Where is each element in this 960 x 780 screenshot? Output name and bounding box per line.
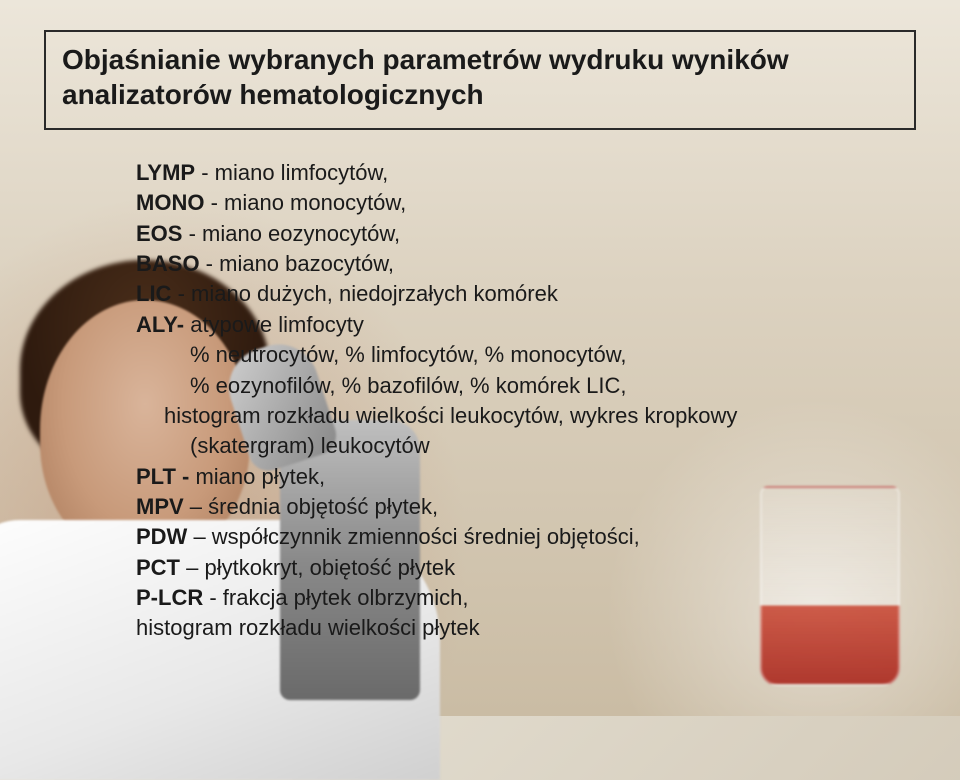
desc-mono: - miano monocytów, — [204, 190, 406, 215]
line-pct: PCT – płytkokryt, obiętość płytek — [136, 553, 916, 583]
line-baso: BASO - miano bazocytów, — [136, 249, 916, 279]
desc-aly: atypowe limfocyty — [184, 312, 364, 337]
last-line: histogram rozkładu wielkości płytek — [136, 613, 916, 643]
desc-baso: - miano bazocytów, — [200, 251, 394, 276]
line-eos: EOS - miano eozynocytów, — [136, 219, 916, 249]
desc-plt: miano płytek, — [195, 464, 325, 489]
line-mpv: MPV – średnia objętość płytek, — [136, 492, 916, 522]
title-line-2: analizatorów hematologicznych — [62, 79, 484, 110]
desc-eos: - miano eozynocytów, — [182, 221, 400, 246]
line-mono: MONO - miano monocytów, — [136, 188, 916, 218]
line-lic: LIC - miano dużych, niedojrzałych komóre… — [136, 279, 916, 309]
desc-plcr: - frakcja płytek olbrzymich, — [203, 585, 468, 610]
label-plt: PLT - — [136, 464, 195, 489]
label-mono: MONO — [136, 190, 204, 215]
desc-lic: - miano dużych, niedojrzałych komórek — [171, 281, 557, 306]
line-aly: ALY- atypowe limfocyty — [136, 310, 916, 340]
title-box: Objaśnianie wybranych parametrów wydruku… — [44, 30, 916, 130]
label-pdw: PDW — [136, 524, 187, 549]
line-plcr: P-LCR - frakcja płytek olbrzymich, — [136, 583, 916, 613]
desc-pct: – płytkokryt, obiętość płytek — [180, 555, 455, 580]
histogram-line: histogram rozkładu wielkości leukocytów,… — [136, 401, 916, 431]
slide-title: Objaśnianie wybranych parametrów wydruku… — [62, 42, 898, 112]
label-eos: EOS — [136, 221, 182, 246]
slide-content: Objaśnianie wybranych parametrów wydruku… — [0, 0, 960, 644]
desc-mpv: – średnia objętość płytek, — [184, 494, 438, 519]
label-plcr: P-LCR — [136, 585, 203, 610]
desc-lymp: - miano limfocytów, — [195, 160, 388, 185]
percent-line-2: % eozynofilów, % bazofilów, % komórek LI… — [136, 371, 916, 401]
label-pct: PCT — [136, 555, 180, 580]
label-aly: ALY- — [136, 312, 184, 337]
histogram-cont: (skatergram) leukocytów — [136, 431, 916, 461]
body-text: LYMP - miano limfocytów, MONO - miano mo… — [44, 158, 916, 644]
line-plt: PLT - miano płytek, — [136, 462, 916, 492]
line-lymp: LYMP - miano limfocytów, — [136, 158, 916, 188]
desc-pdw: – współczynnik zmienności średniej objęt… — [187, 524, 639, 549]
line-pdw: PDW – współczynnik zmienności średniej o… — [136, 522, 916, 552]
label-lymp: LYMP — [136, 160, 195, 185]
title-line-1: Objaśnianie wybranych parametrów wydruku… — [62, 44, 789, 75]
label-lic: LIC — [136, 281, 171, 306]
label-baso: BASO — [136, 251, 200, 276]
percent-line-1: % neutrocytów, % limfocytów, % monocytów… — [136, 340, 916, 370]
label-mpv: MPV — [136, 494, 184, 519]
